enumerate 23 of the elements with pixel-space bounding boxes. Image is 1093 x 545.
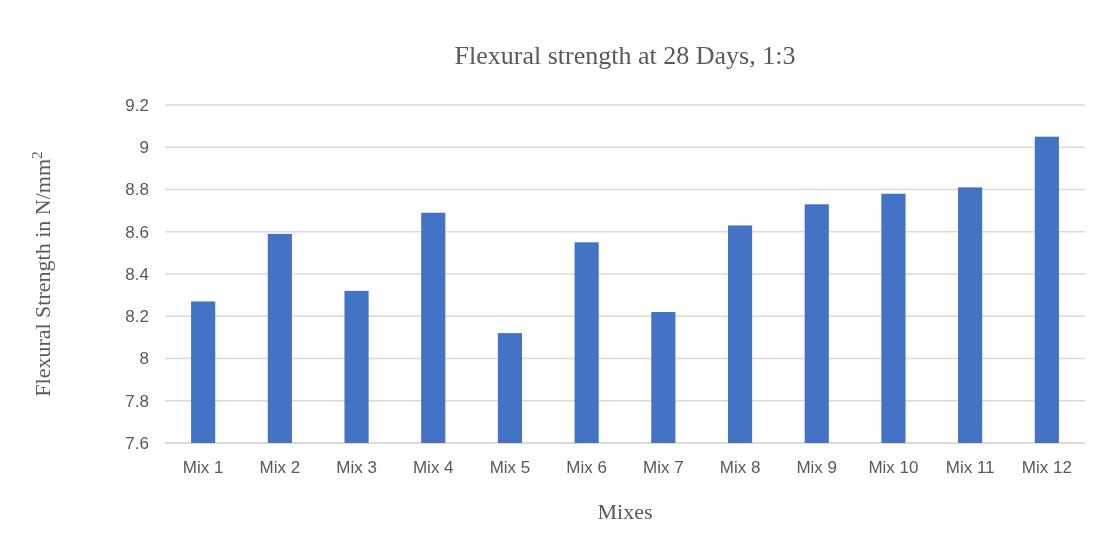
y-tick-label: 7.6 (125, 433, 149, 453)
x-tick-label: Mix 2 (259, 458, 301, 477)
chart-title: Flexural strength at 28 Days, 1:3 (454, 41, 796, 70)
x-tick-label: Mix 10 (868, 458, 919, 477)
y-tick-label: 9 (139, 138, 149, 158)
x-tick-label: Mix 3 (336, 458, 377, 477)
x-axis-title: Mixes (597, 499, 653, 524)
x-tick-label: Mix 1 (182, 458, 224, 477)
y-tick-label: 8.8 (125, 180, 149, 200)
x-tick-label: Mix 5 (489, 458, 531, 477)
y-tick-label: 8.6 (125, 222, 149, 242)
x-tick-label: Mix 6 (566, 458, 607, 477)
y-tick-label: 8.4 (125, 264, 149, 284)
x-tick-label: Mix 7 (643, 458, 684, 477)
y-tick-label: 9.2 (125, 95, 149, 115)
x-tick-label: Mix 12 (1021, 458, 1072, 477)
x-tick-label: Mix 9 (796, 458, 838, 477)
x-tick-label: Mix 4 (412, 458, 454, 477)
x-tick-label: Mix 8 (719, 458, 761, 477)
x-tick-label: Mix 11 (945, 458, 995, 477)
y-tick-label: 8 (139, 349, 149, 369)
y-tick-label: 7.8 (125, 391, 149, 411)
y-tick-label: 8.2 (125, 307, 149, 327)
